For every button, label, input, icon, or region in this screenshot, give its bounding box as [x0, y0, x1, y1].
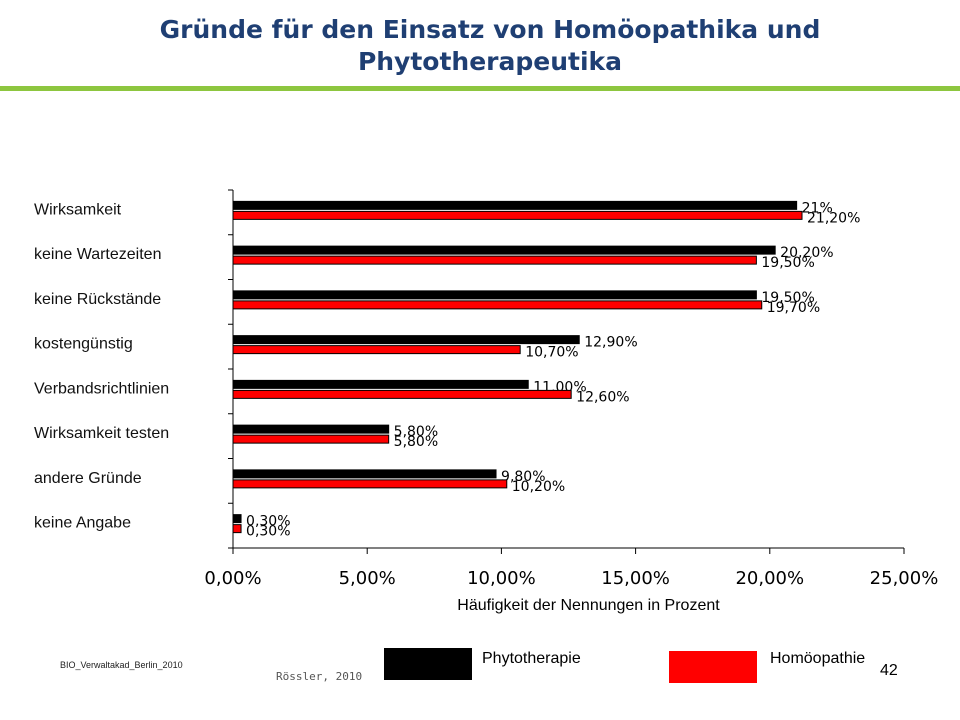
legend-label-homoeopathie: Homöopathie	[770, 650, 866, 667]
data-label: 19,50%	[761, 255, 814, 271]
x-tick-label: 15,00%	[601, 568, 670, 589]
bar	[232, 389, 572, 399]
category-label: keine Angabe	[34, 515, 131, 532]
bar	[232, 514, 242, 524]
data-label: 10,20%	[512, 479, 565, 495]
bar	[232, 434, 390, 444]
data-label: 0,30%	[246, 514, 290, 530]
bar	[232, 210, 803, 220]
bar	[232, 300, 763, 310]
footer-source: BIO_Verwaltakad_Berlin_2010	[60, 660, 183, 670]
data-label: 10,70%	[525, 345, 578, 361]
legend-swatch-homoeopathie	[669, 651, 757, 683]
page-number: 42	[880, 662, 898, 679]
data-label: 21,20%	[807, 210, 860, 226]
x-tick-label: 25,00%	[870, 568, 939, 589]
category-label: kostengünstig	[34, 336, 133, 353]
data-label: 5,80%	[394, 434, 438, 450]
bar	[232, 524, 242, 534]
x-tick-label: 10,00%	[467, 568, 536, 589]
legend-swatch-phytotherapie	[384, 648, 472, 680]
bar	[232, 255, 757, 265]
data-label: 9,80%	[501, 469, 545, 485]
data-label: 20,20%	[780, 245, 833, 261]
bar	[232, 290, 757, 300]
title-underline	[0, 86, 960, 91]
bar-chart: 0,00% 5,00% 10,00% 15,00% 20,00% 25,00% Häufig…	[34, 189, 939, 614]
footer-author: Rössler, 2010	[276, 670, 363, 683]
legend-label-phytotherapie: Phytotherapie	[482, 650, 581, 667]
data-label: 5,80%	[394, 424, 438, 440]
bar	[232, 335, 580, 345]
bar	[232, 379, 529, 389]
bar	[232, 469, 497, 479]
category-label: Verbandsrichtlinien	[34, 380, 169, 397]
data-label: 12,60%	[576, 389, 629, 405]
bar	[232, 345, 521, 355]
data-label: 19,70%	[767, 300, 820, 316]
category-label: keine Rückstände	[34, 291, 161, 308]
x-tick-label: 5,00%	[339, 568, 396, 589]
bar	[232, 200, 798, 210]
x-tick-label: 20,00%	[735, 568, 804, 589]
data-label: 12,90%	[584, 335, 637, 351]
x-axis-title: Häufigkeit der Nennungen in Prozent	[457, 597, 720, 614]
data-label: 19,50%	[761, 290, 814, 306]
bar	[232, 479, 508, 489]
category-label: Wirksamkeit testen	[34, 425, 169, 442]
slide-title: Gründe für den Einsatz von Homöopathika …	[159, 15, 821, 76]
bar	[232, 424, 390, 434]
category-label: keine Wartezeiten	[34, 246, 161, 263]
data-label: 21%	[802, 200, 833, 216]
category-label: andere Gründe	[34, 470, 142, 487]
category-label: Wirksamkeit	[34, 201, 122, 218]
bar	[232, 245, 776, 255]
data-label: 0,30%	[246, 524, 290, 540]
x-tick-label: 0,00%	[204, 568, 261, 589]
